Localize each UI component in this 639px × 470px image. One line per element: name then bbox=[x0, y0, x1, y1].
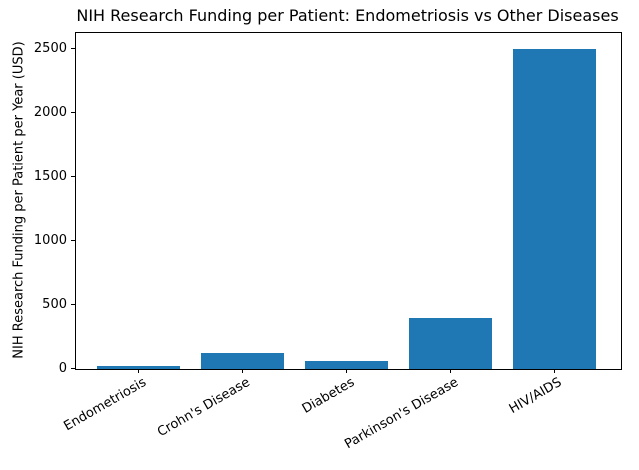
y-tick-mark bbox=[71, 47, 75, 49]
y-tick-mark bbox=[71, 239, 75, 241]
y-tick-mark bbox=[71, 111, 75, 113]
x-tick-mark bbox=[345, 369, 347, 373]
y-tick-label: 2500 bbox=[33, 40, 67, 56]
y-tick-label: 2000 bbox=[33, 104, 67, 120]
x-tick-mark bbox=[241, 369, 243, 373]
x-tick-label: Crohn's Disease bbox=[155, 375, 253, 441]
bars-layer bbox=[76, 33, 621, 369]
y-tick-mark bbox=[71, 367, 75, 369]
bar-hiv-aids bbox=[512, 49, 596, 369]
chart-title: NIH Research Funding per Patient: Endome… bbox=[76, 6, 619, 25]
bar-parkinson-s-disease bbox=[408, 317, 492, 369]
x-tick-label: Diabetes bbox=[299, 375, 357, 417]
x-tick-mark bbox=[553, 369, 555, 373]
x-tick-label: HIV/AIDS bbox=[507, 375, 565, 417]
y-tick-label: 1000 bbox=[33, 232, 67, 248]
bar-endometriosis bbox=[97, 366, 181, 369]
y-tick-label: 0 bbox=[58, 360, 67, 376]
y-tick-label: 500 bbox=[42, 296, 67, 312]
y-tick-mark bbox=[71, 175, 75, 177]
y-tick-label: 1500 bbox=[33, 168, 67, 184]
x-tick-label: Parkinson's Disease bbox=[341, 375, 461, 453]
bar-diabetes bbox=[304, 361, 388, 369]
x-tick-mark bbox=[138, 369, 140, 373]
x-tick-label: Endometriosis bbox=[61, 375, 150, 435]
x-tick-mark bbox=[449, 369, 451, 373]
plot-area bbox=[75, 32, 622, 370]
bar-crohn-s-disease bbox=[200, 353, 285, 369]
y-tick-mark bbox=[71, 303, 75, 305]
